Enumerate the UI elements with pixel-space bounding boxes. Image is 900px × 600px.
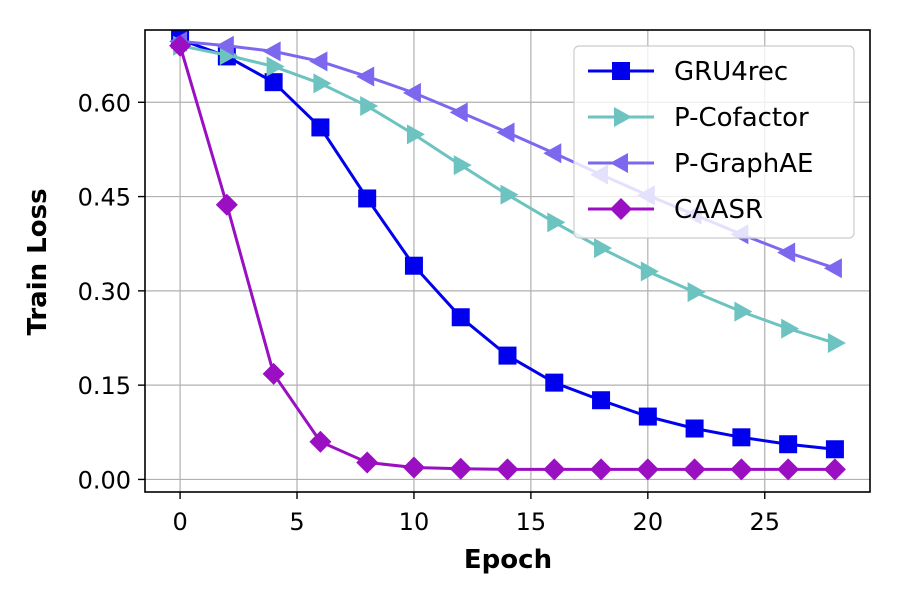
data-point <box>266 56 285 77</box>
x-tick-label: 15 <box>516 508 547 536</box>
data-point <box>636 458 659 481</box>
y-tick-label: 0.00 <box>78 466 131 494</box>
data-point <box>309 430 332 453</box>
x-tick-label: 10 <box>399 508 430 536</box>
axis-ticks: 0 5 10 15 20 25 0.00 0.15 0.30 0.45 0.60 <box>78 89 780 536</box>
data-point <box>730 458 753 481</box>
data-point <box>404 256 423 275</box>
data-point <box>215 193 238 216</box>
data-point <box>543 143 562 164</box>
data-point <box>640 261 659 282</box>
data-point <box>402 82 421 103</box>
data-point <box>453 155 472 176</box>
data-point <box>169 34 192 57</box>
data-point <box>777 242 796 263</box>
y-tick-label: 0.45 <box>78 184 131 212</box>
y-tick-label: 0.15 <box>78 372 131 400</box>
legend-swatch-marker <box>610 153 628 173</box>
data-point <box>687 282 706 303</box>
legend: GRU4rec P-Cofactor P-GraphAE CAASR <box>573 45 855 239</box>
data-point <box>823 458 846 481</box>
data-point <box>402 456 425 479</box>
data-point <box>827 333 846 354</box>
legend-label: GRU4rec <box>674 57 788 87</box>
data-point <box>356 66 375 87</box>
data-point <box>781 318 800 339</box>
data-point <box>262 41 281 62</box>
legend-item: P-Cofactor <box>588 103 809 133</box>
x-tick-label: 25 <box>749 508 780 536</box>
data-point <box>500 184 519 205</box>
y-axis-label: Train Loss <box>23 188 53 335</box>
data-point <box>683 458 706 481</box>
data-point <box>496 122 515 143</box>
data-point <box>825 440 844 459</box>
data-point <box>262 362 285 385</box>
data-point <box>358 189 377 208</box>
x-axis-label: Epoch <box>464 545 552 575</box>
series-group <box>169 30 846 481</box>
legend-label: P-Cofactor <box>674 103 809 133</box>
x-tick-label: 20 <box>633 508 664 536</box>
x-tick-label: 5 <box>289 508 304 536</box>
data-point <box>592 391 611 410</box>
legend-label: P-GraphAE <box>674 149 813 179</box>
data-point <box>356 451 379 474</box>
data-point <box>685 419 704 438</box>
legend-swatch-marker <box>612 62 630 80</box>
data-point <box>449 102 468 123</box>
series-caasr <box>169 34 846 481</box>
data-point <box>732 428 751 447</box>
data-point <box>449 457 472 480</box>
data-point <box>360 96 379 117</box>
data-point <box>496 458 519 481</box>
data-point <box>545 373 564 392</box>
data-point <box>215 35 234 56</box>
data-point <box>543 458 566 481</box>
data-point <box>311 118 330 137</box>
data-point <box>594 238 613 259</box>
data-point <box>313 73 332 94</box>
legend-item: P-GraphAE <box>588 149 813 179</box>
y-tick-label: 0.60 <box>78 89 131 117</box>
data-point <box>734 301 753 322</box>
x-tick-label: 0 <box>172 508 187 536</box>
data-point <box>309 51 328 72</box>
legend-swatch-marker <box>610 198 632 220</box>
legend-item: CAASR <box>588 195 763 225</box>
data-point <box>498 346 517 365</box>
data-point <box>264 73 283 92</box>
data-point <box>777 458 800 481</box>
legend-label: CAASR <box>674 195 763 225</box>
data-point <box>823 258 842 279</box>
y-tick-label: 0.30 <box>78 278 131 306</box>
plot-area-frame <box>144 29 871 493</box>
data-point <box>779 435 798 454</box>
data-point <box>451 308 470 327</box>
data-point <box>406 124 425 145</box>
legend-item: GRU4rec <box>588 57 788 87</box>
data-point <box>590 458 613 481</box>
data-point <box>638 407 657 426</box>
legend-swatch-marker <box>614 107 632 127</box>
legend-box <box>573 45 855 239</box>
data-point <box>547 212 566 233</box>
